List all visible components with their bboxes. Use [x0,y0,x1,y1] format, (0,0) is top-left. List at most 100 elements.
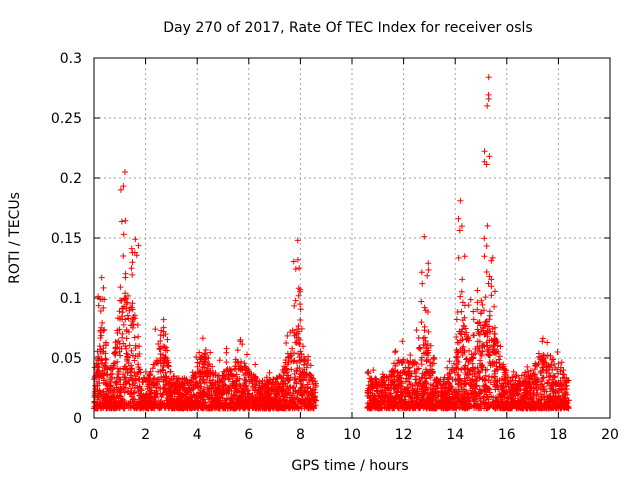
data-point [455,386,462,393]
data-point [207,349,214,356]
data-point [398,400,405,407]
data-point [390,378,397,385]
data-point [219,372,226,379]
data-point [485,323,492,330]
data-point [374,382,381,389]
data-point [541,359,548,366]
data-point [368,375,375,382]
data-point [199,335,206,342]
data-point [312,402,319,409]
data-point [427,372,434,379]
data-point [378,375,385,382]
data-point [136,384,143,391]
data-point [158,393,165,400]
data-point [100,375,107,382]
data-point [296,373,303,380]
data-point [214,385,221,392]
data-point [482,372,489,379]
data-point [489,361,496,368]
data-point [191,375,198,382]
data-point [223,359,230,366]
data-point [457,337,464,344]
data-point [122,274,129,281]
data-point [175,375,182,382]
data-point [251,398,258,405]
data-point [554,348,561,355]
data-point [495,356,502,363]
data-point [407,381,414,388]
data-point [476,319,483,326]
data-point [160,364,167,371]
data-point [490,394,497,401]
data-point [544,339,551,346]
data-point [176,390,183,397]
data-point [524,368,531,375]
data-point [488,257,495,264]
data-point [306,398,313,405]
data-point [461,314,468,321]
data-point [510,368,517,375]
data-point [492,405,499,412]
data-point [243,382,250,389]
data-point [244,351,251,358]
data-point [384,402,391,409]
data-point [458,391,465,398]
data-point [190,381,197,388]
data-point [485,91,492,98]
data-point [476,338,483,345]
data-point [219,382,226,389]
data-point [215,388,222,395]
data-point [289,385,296,392]
data-point [166,398,173,405]
data-point [504,405,511,412]
data-point [401,385,408,392]
data-point [128,347,135,354]
data-point [256,393,263,400]
data-point [528,395,535,402]
data-point [142,402,149,409]
data-point [131,249,138,256]
data-point [432,394,439,401]
data-point [203,354,210,361]
data-point [303,370,310,377]
data-point [474,364,481,371]
data-point [184,388,191,395]
data-point [467,296,474,303]
data-point [421,304,428,311]
data-point [132,344,139,351]
data-point [527,396,534,403]
data-point [291,384,298,391]
data-point [187,387,194,394]
data-point [222,375,229,382]
data-point [103,356,110,363]
data-point [131,400,138,407]
data-point [492,338,499,345]
data-point [119,313,126,320]
data-point [540,352,547,359]
data-point [135,333,142,340]
data-point [420,390,427,397]
data-point [390,402,397,409]
data-point [117,386,124,393]
data-point [193,379,200,386]
data-point [407,352,414,359]
data-point [446,370,453,377]
data-point [184,380,191,387]
data-point [486,312,493,319]
data-point [539,338,546,345]
data-point [122,217,129,224]
data-point [483,269,490,276]
data-point [455,365,462,372]
data-point [544,398,551,405]
data-point [500,380,507,387]
data-point [465,302,472,309]
data-point [121,405,128,412]
data-point [120,321,127,328]
data-point [492,373,499,380]
data-point [159,400,166,407]
data-point [155,341,162,348]
y-tick-label: 0.25 [51,111,82,127]
data-point [127,391,134,398]
data-point [104,366,111,373]
x-tick-label: 2 [141,427,150,443]
